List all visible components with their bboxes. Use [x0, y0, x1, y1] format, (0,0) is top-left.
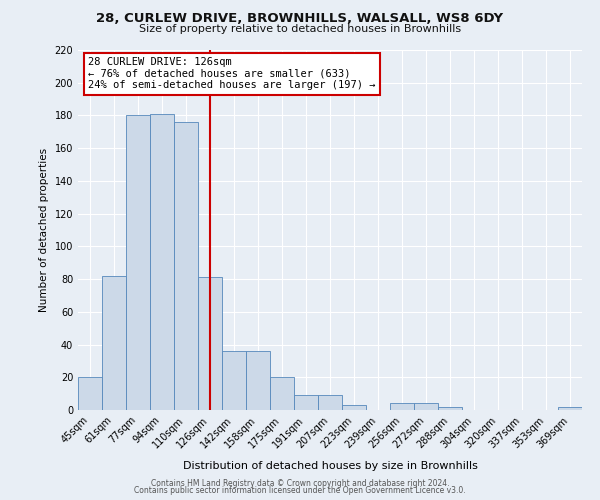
Bar	[78, 378, 102, 410]
Bar	[150, 114, 174, 410]
Bar	[174, 122, 198, 410]
Text: Size of property relative to detached houses in Brownhills: Size of property relative to detached ho…	[139, 24, 461, 34]
Bar	[126, 116, 150, 410]
Text: 28, CURLEW DRIVE, BROWNHILLS, WALSALL, WS8 6DY: 28, CURLEW DRIVE, BROWNHILLS, WALSALL, W…	[97, 12, 503, 26]
Bar	[438, 406, 462, 410]
Bar	[102, 276, 126, 410]
Bar	[342, 405, 366, 410]
Text: 28 CURLEW DRIVE: 126sqm
← 76% of detached houses are smaller (633)
24% of semi-d: 28 CURLEW DRIVE: 126sqm ← 76% of detache…	[88, 57, 376, 90]
Bar	[414, 404, 438, 410]
Bar	[198, 278, 222, 410]
Text: Contains HM Land Registry data © Crown copyright and database right 2024.: Contains HM Land Registry data © Crown c…	[151, 478, 449, 488]
Bar	[246, 351, 270, 410]
Bar	[318, 396, 342, 410]
Bar	[558, 406, 582, 410]
Bar	[270, 378, 294, 410]
X-axis label: Distribution of detached houses by size in Brownhills: Distribution of detached houses by size …	[182, 461, 478, 471]
Y-axis label: Number of detached properties: Number of detached properties	[39, 148, 49, 312]
Bar	[222, 351, 246, 410]
Text: Contains public sector information licensed under the Open Government Licence v3: Contains public sector information licen…	[134, 486, 466, 495]
Bar	[294, 396, 318, 410]
Bar	[390, 404, 414, 410]
